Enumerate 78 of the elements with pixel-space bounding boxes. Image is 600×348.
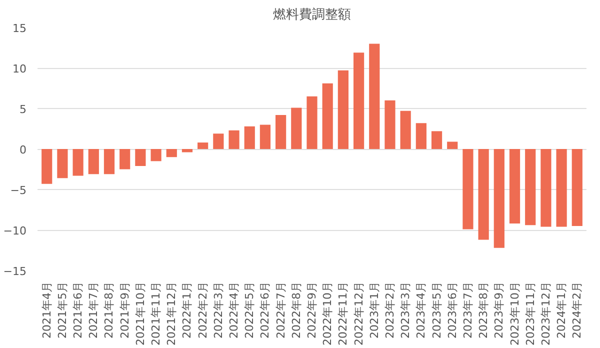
x-tick-label: 2021年10月: [134, 281, 147, 346]
bar: [369, 44, 380, 149]
x-tick-label: 2022年12月: [352, 281, 366, 346]
bar: [72, 149, 84, 176]
bar: [198, 142, 208, 149]
bar: [462, 149, 474, 230]
x-tick-label: 2023年2月: [383, 281, 396, 338]
x-tick-label: 2023年9月: [492, 281, 506, 338]
x-tick-label: 2021年11月: [150, 281, 163, 346]
x-tick-label: 2022年7月: [274, 281, 288, 338]
x-tick-label: 2021年7月: [87, 281, 100, 338]
x-tick-label: 2022年4月: [228, 281, 241, 338]
y-tick-label: −10: [3, 224, 27, 238]
bar: [322, 83, 333, 149]
y-tick-label: −15: [3, 265, 27, 278]
bar: [166, 149, 177, 158]
x-tick-label: 2022年3月: [212, 281, 225, 338]
y-tick-label: 10: [12, 62, 27, 76]
x-tick-label: 2022年1月: [180, 281, 194, 338]
bar: [384, 100, 396, 149]
x-tick-label: 2023年3月: [399, 281, 412, 338]
x-tick-label: 2023年6月: [446, 281, 459, 338]
x-tick-label: 2021年5月: [56, 281, 69, 338]
bar: [353, 52, 364, 149]
bar: [150, 149, 162, 162]
x-tick-label: 2023年4月: [414, 281, 428, 338]
x-tick-label: 2024年1月: [555, 281, 568, 338]
bar: [556, 149, 567, 227]
bar: [260, 124, 271, 149]
bar: [276, 114, 286, 149]
x-tick-label: 2023年12月: [539, 281, 552, 346]
bar: [42, 149, 52, 184]
bar: [228, 130, 240, 149]
x-tick-label: 2022年11月: [336, 281, 350, 346]
bar: [447, 142, 458, 149]
bar: [572, 149, 582, 226]
bar: [88, 149, 99, 174]
y-tick-label: 0: [20, 144, 26, 156]
x-tick-label: 2023年8月: [477, 281, 490, 338]
bar: [400, 110, 411, 149]
x-tick-label: 2022年5月: [243, 281, 256, 338]
x-tick-label: 2022年2月: [196, 281, 210, 338]
x-tick-label: 2023年1月: [368, 281, 381, 338]
bar: [494, 149, 504, 248]
x-tick-label: 2022年8月: [290, 281, 303, 338]
bar: [525, 149, 536, 226]
x-tick-label: 2021年4月: [40, 281, 54, 338]
chart-title: 燃料費調整額: [273, 8, 351, 22]
x-tick-label: 2023年10月: [508, 281, 522, 346]
bar: [306, 96, 318, 149]
y-tick-label: −5: [10, 184, 27, 197]
x-tick-label: 2021年8月: [102, 281, 116, 338]
bar: [120, 149, 130, 170]
bar: [182, 149, 193, 152]
x-tick-label: 2021年12月: [165, 281, 178, 346]
y-tick-label: 15: [12, 22, 27, 35]
bar: [57, 149, 68, 178]
x-tick-label: 2023年11月: [524, 281, 537, 346]
bar: [338, 70, 348, 149]
x-tick-label: 2023年7月: [461, 281, 474, 338]
bar: [244, 126, 255, 149]
x-tick-label: 2024年2月: [570, 281, 584, 338]
bar: [213, 134, 224, 149]
bar: [291, 108, 302, 149]
x-tick-label: 2022年6月: [258, 281, 272, 338]
bar: [431, 131, 442, 149]
y-tick-label: 5: [20, 103, 26, 116]
x-tick-label: 2023年5月: [430, 281, 444, 338]
x-tick-label: 2021年6月: [72, 281, 85, 338]
bar: [478, 149, 489, 240]
bar: [135, 149, 146, 166]
x-tick-label: 2022年9月: [306, 281, 318, 338]
bar: [104, 149, 115, 174]
x-tick-label: 2021年9月: [118, 281, 132, 338]
bar: [509, 149, 520, 224]
x-tick-label: 2022年10月: [321, 281, 334, 346]
bar: [540, 149, 552, 227]
bar: [416, 123, 426, 149]
